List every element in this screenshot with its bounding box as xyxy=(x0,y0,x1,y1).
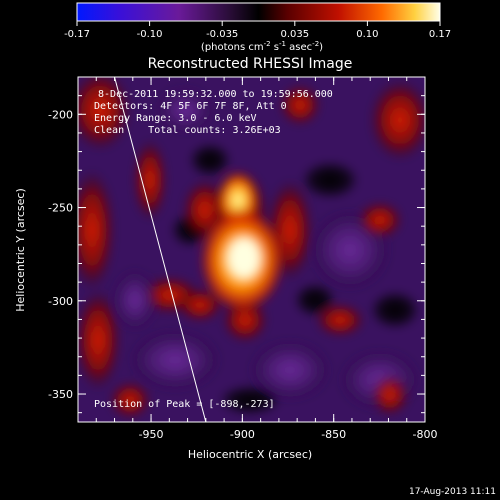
y-tick-label: -200 xyxy=(48,108,73,121)
colorbar-tick-label: -0.10 xyxy=(137,29,163,40)
x-tick-label: -800 xyxy=(413,428,438,441)
colorbar-unit-part: -1 xyxy=(279,40,286,48)
colorbar-unit-part: ) xyxy=(319,42,323,53)
colorbar xyxy=(76,2,441,22)
footer-timestamp: 17-Aug-2013 11:11 xyxy=(409,487,496,497)
y-tick-label: -300 xyxy=(48,295,73,308)
colorbar-unit-label: (photons cm-2 s-1 asec-2) xyxy=(201,40,323,53)
colorbar-tick-label: 0.035 xyxy=(280,29,309,40)
colorbar-tick-label: 0.10 xyxy=(356,29,378,40)
heatmap-image xyxy=(78,77,425,422)
y-tick-label: -350 xyxy=(48,388,73,401)
x-tick-label: -850 xyxy=(321,428,346,441)
y-axis-label: Heliocentric Y (arcsec) xyxy=(14,188,27,312)
x-tick-label: -950 xyxy=(139,428,164,441)
colorbar-unit-part: asec xyxy=(286,42,312,53)
colorbar-unit-part: s xyxy=(271,42,279,53)
colorbar-unit-part: -2 xyxy=(312,40,319,48)
colorbar-unit-part: (photons cm xyxy=(201,42,264,53)
colorbar-tick-label: -0.035 xyxy=(206,29,238,40)
info-line-detectors: Detectors: 4F 5F 6F 7F 8F, Att 0 xyxy=(94,101,287,112)
colorbar-ticks: -0.17 -0.10 -0.035 0.035 0.10 0.17 xyxy=(64,21,451,40)
info-line-time: 8-Dec-2011 19:59:32.000 to 19:59:56.000 xyxy=(92,89,333,100)
solar-limb-line xyxy=(114,77,207,422)
info-text: 8-Dec-2011 19:59:32.000 to 19:59:56.000 … xyxy=(92,89,333,410)
peak-position-label: Position of Peak = [-898,-273] xyxy=(94,399,275,410)
colorbar-tick-label: -0.17 xyxy=(64,29,90,40)
colorbar-tick-label: 0.17 xyxy=(429,29,451,40)
colorbar-unit-part: -2 xyxy=(264,40,271,48)
x-axis-label: Heliocentric X (arcsec) xyxy=(188,448,312,461)
plot-frame xyxy=(77,76,426,423)
y-tick-label: -250 xyxy=(48,202,73,215)
x-tick-label: -900 xyxy=(230,428,255,441)
info-line-clean: Clean Total counts: 3.26E+03 xyxy=(94,125,281,136)
info-line-energy: Energy Range: 3.0 - 6.0 keV xyxy=(94,113,257,124)
chart-title: Reconstructed RHESSI Image xyxy=(148,56,353,72)
axis-ticks: -950 -900 -850 -800 -200 -250 -300 -350 xyxy=(48,76,438,441)
